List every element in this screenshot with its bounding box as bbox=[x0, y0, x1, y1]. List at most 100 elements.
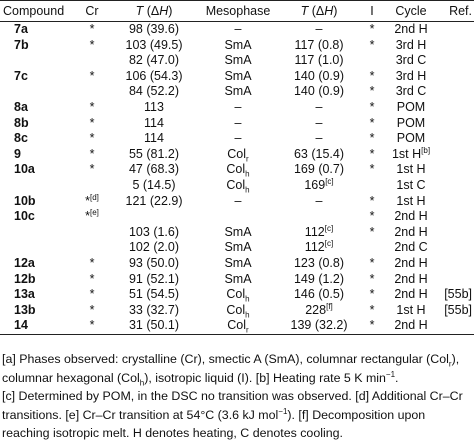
compound-cell: 7c bbox=[14, 68, 28, 83]
ref-cell bbox=[436, 318, 474, 335]
mesophase-cell: – bbox=[234, 99, 242, 114]
t2-cell: 112[c] bbox=[304, 239, 334, 255]
cycle-cell: 1st H[b] bbox=[391, 145, 431, 161]
t1-cell bbox=[112, 209, 196, 225]
footnote-line: [a] Phases observed: crystalline (Cr), s… bbox=[2, 352, 460, 369]
t2-cell: 140 (0.9) bbox=[293, 68, 345, 83]
footnote-line: [c] Determined by POM, in the DSC no tra… bbox=[2, 389, 463, 403]
mesophase-cell: Colh bbox=[226, 177, 250, 195]
t1-cell: 5 (14.5) bbox=[132, 177, 176, 192]
cycle-cell: POM bbox=[396, 115, 426, 130]
cr-cell: * bbox=[89, 302, 95, 317]
cr-cell: *[d] bbox=[85, 192, 99, 208]
i-cell: * bbox=[369, 193, 375, 208]
ref-cell bbox=[436, 272, 474, 288]
cr-cell bbox=[72, 53, 112, 69]
t2-cell: 169[c] bbox=[304, 176, 334, 192]
cr-cell: *[e] bbox=[85, 207, 99, 224]
i-cell: * bbox=[369, 146, 375, 161]
i-cell: * bbox=[369, 209, 375, 224]
i-cell: * bbox=[369, 271, 375, 286]
compound-cell bbox=[0, 84, 72, 100]
t1-cell: 103 (49.5) bbox=[125, 37, 183, 52]
table-row: 7c * 106 (54.3) SmA 140 (0.9) * 3rd H bbox=[0, 69, 474, 85]
cycle-cell: 3rd H bbox=[395, 68, 427, 83]
table-row: 5 (14.5) Colh 169[c] 1st C bbox=[0, 176, 474, 195]
compound-cell: 8a bbox=[14, 99, 28, 114]
compound-cell: 13a bbox=[14, 287, 35, 302]
cr-cell: * bbox=[89, 271, 95, 286]
cr-cell: * bbox=[89, 162, 95, 177]
cr-cell bbox=[72, 84, 112, 100]
ref-cell bbox=[436, 225, 474, 241]
i-cell: * bbox=[369, 84, 375, 99]
table-row: 12b * 91 (52.1) SmA 149 (1.2) * 2nd H bbox=[0, 272, 474, 288]
table-row: 10b *[d] 121 (22.9) – – * 1st H bbox=[0, 192, 474, 210]
cycle-cell: 1st H bbox=[396, 162, 426, 177]
compound-cell: 10b bbox=[14, 193, 36, 208]
t2-cell: 117 (1.0) bbox=[294, 53, 344, 68]
mesophase-cell: SmA bbox=[224, 224, 252, 239]
header-mesophase: Mesophase bbox=[196, 0, 280, 22]
ref-cell bbox=[436, 240, 474, 256]
i-cell bbox=[358, 240, 386, 256]
t2-cell: 140 (0.9) bbox=[293, 84, 345, 99]
cycle-cell: 3rd C bbox=[395, 84, 427, 99]
t1-cell: 93 (50.0) bbox=[128, 255, 180, 270]
header-ref: Ref. bbox=[436, 0, 474, 22]
header-i: I bbox=[358, 0, 386, 22]
t2-cell: – bbox=[315, 99, 323, 114]
table-row: 102 (2.0) SmA 112[c] 2nd C bbox=[0, 240, 474, 256]
cycle-cell: 2nd H bbox=[394, 271, 428, 286]
ref-cell bbox=[436, 162, 474, 178]
ref-cell bbox=[436, 256, 474, 272]
table-row: 13a * 51 (54.5) Colh 146 (0.5) * 2nd H [55b] bbox=[0, 287, 474, 303]
table-row: 7a * 98 (39.6) – – * 2nd H bbox=[0, 22, 474, 38]
i-cell: * bbox=[369, 255, 375, 270]
t1-cell: 31 (50.1) bbox=[112, 318, 196, 335]
t1-cell: 103 (1.6) bbox=[128, 224, 180, 239]
footnote-line: transitions. [e] Cr–Cr transition at 54°… bbox=[2, 406, 426, 422]
cr-cell bbox=[72, 178, 112, 194]
t2-cell: 149 (1.2) bbox=[293, 271, 345, 286]
i-cell: * bbox=[369, 99, 375, 114]
table-row: 10c *[e] * 2nd H bbox=[0, 207, 474, 225]
t2-cell: 169 (0.7) bbox=[293, 162, 345, 177]
mesophase-cell bbox=[196, 209, 280, 225]
mesophase-cell: Colh bbox=[226, 287, 250, 304]
t1-cell: 55 (81.2) bbox=[128, 146, 180, 161]
cr-cell: * bbox=[89, 115, 95, 130]
ref-cell bbox=[436, 178, 474, 194]
table-row: 103 (1.6) SmA 112[c] * 2nd H bbox=[0, 224, 474, 241]
t1-cell: 33 (32.7) bbox=[128, 302, 180, 317]
ref-cell: [55b] bbox=[444, 287, 472, 302]
mesophase-cell: Colr bbox=[227, 146, 249, 164]
ref-cell: [55b] bbox=[444, 302, 472, 317]
header-t2: T (ΔH) bbox=[280, 0, 358, 22]
table-row: 8b * 114 – – * POM bbox=[0, 116, 474, 132]
t1-cell: 102 (2.0) bbox=[128, 240, 180, 255]
cycle-cell: POM bbox=[396, 99, 426, 114]
ref-cell bbox=[436, 22, 474, 38]
cycle-cell: 2nd H bbox=[394, 255, 428, 270]
table-row: 8c * 114 – – * POM bbox=[0, 131, 474, 147]
ref-cell bbox=[436, 194, 474, 210]
ref-cell bbox=[436, 100, 474, 116]
mesophase-cell: – bbox=[234, 193, 242, 208]
ref-cell bbox=[436, 147, 474, 163]
table-row: 13b * 33 (32.7) Colh 228[f] * 1st H [55b] bbox=[0, 301, 474, 319]
cr-cell: * bbox=[89, 99, 95, 114]
header-compound: Compound bbox=[0, 0, 72, 22]
ref-cell bbox=[436, 131, 474, 147]
header-cycle: Cycle bbox=[386, 0, 436, 22]
table-row: 82 (47.0) SmA 117 (1.0) 3rd C bbox=[0, 53, 474, 69]
compound-cell bbox=[0, 225, 72, 241]
cr-cell: * bbox=[89, 131, 95, 146]
compound-cell: 12a bbox=[14, 255, 35, 270]
i-cell: * bbox=[369, 115, 375, 130]
mesophase-cell: Colh bbox=[226, 162, 250, 179]
t2-cell: 228[f] bbox=[305, 301, 333, 317]
ref-cell bbox=[436, 69, 474, 85]
table-row: 9 * 55 (81.2) Colr 63 (15.4) * 1st H[b] bbox=[0, 145, 474, 164]
